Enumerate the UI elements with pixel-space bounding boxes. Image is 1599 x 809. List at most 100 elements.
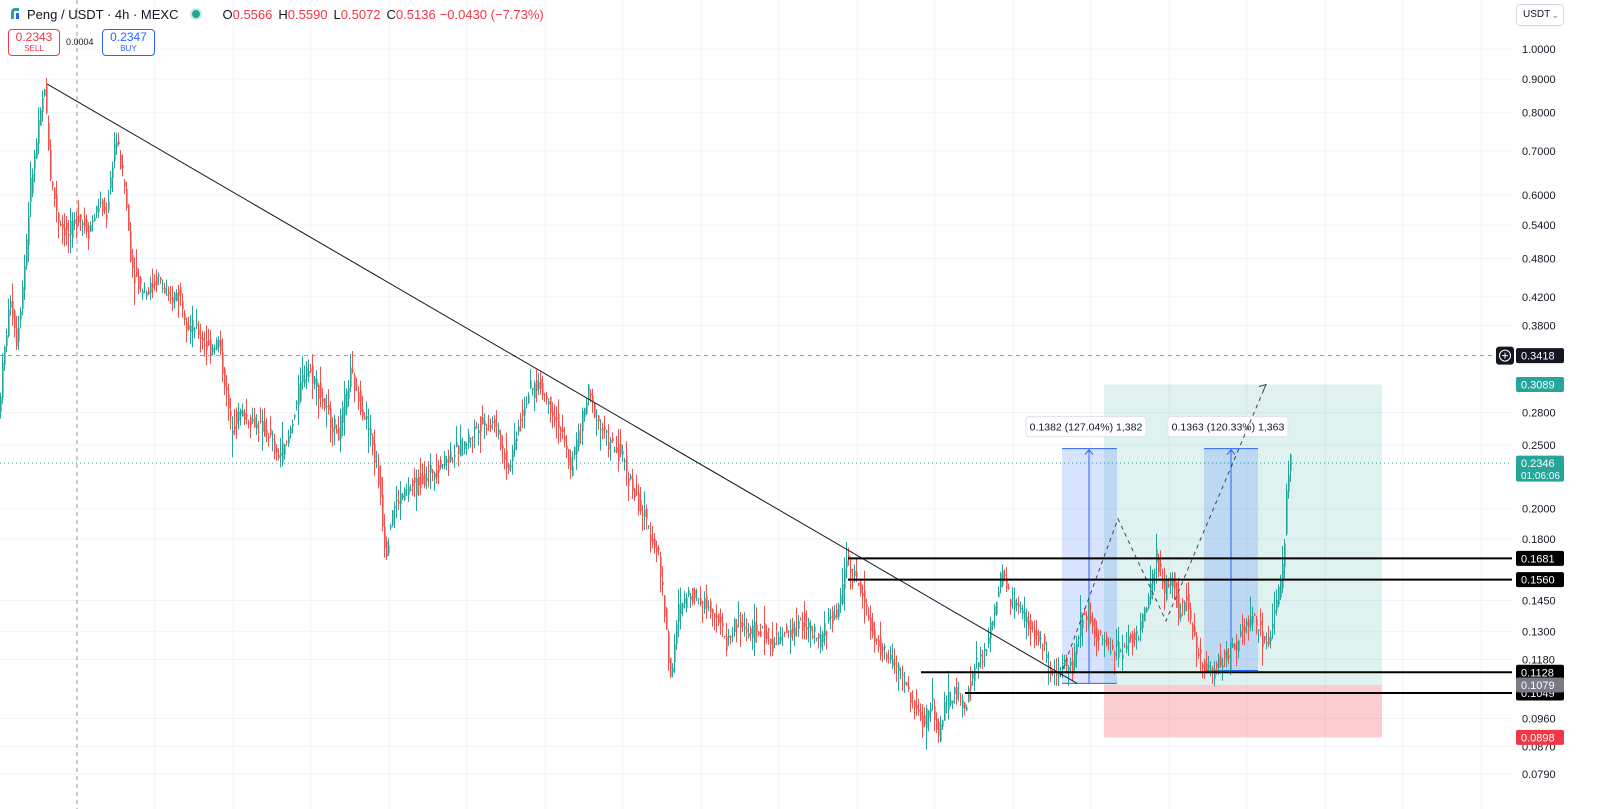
candle-body — [820, 634, 822, 648]
candle-body — [336, 429, 338, 434]
candle-body — [82, 222, 84, 226]
candle-body — [814, 626, 816, 632]
candle-body — [6, 335, 8, 347]
candle-body — [1088, 609, 1090, 618]
candle-body — [976, 657, 978, 661]
candle-body — [682, 603, 684, 609]
candle-body — [164, 287, 166, 294]
candle-body — [430, 464, 432, 473]
candle-body — [410, 489, 412, 491]
candle-body — [270, 428, 272, 436]
candle-body — [24, 265, 26, 291]
candle-body — [634, 488, 636, 498]
price-tick-label: 1.0000 — [1522, 44, 1556, 56]
candle-body — [676, 624, 678, 645]
candle-body — [946, 699, 948, 701]
candle-body — [532, 388, 534, 390]
candle-body — [370, 428, 372, 435]
candle-body — [1274, 610, 1276, 614]
candle-body — [662, 581, 664, 585]
candle-body — [272, 439, 274, 441]
candle-body — [734, 618, 736, 633]
range-arrow-icon — [1084, 448, 1094, 455]
price-tick-label: 0.1300 — [1522, 627, 1556, 639]
candle-body — [474, 426, 476, 431]
candle-body — [1124, 646, 1126, 648]
range-label-box — [1167, 416, 1289, 438]
candle-body — [1034, 629, 1036, 640]
add-alert-icon[interactable] — [1496, 346, 1514, 365]
candle-body — [140, 277, 142, 284]
candle-body — [990, 622, 992, 639]
candle-body — [1260, 620, 1262, 626]
candle-body — [172, 296, 174, 303]
candle-body — [406, 489, 408, 491]
candle-body — [1162, 579, 1164, 585]
stop-price-label: 0.0898 — [1516, 729, 1564, 745]
candle-body — [648, 525, 650, 527]
currency-value: USDT — [1523, 9, 1551, 20]
candle-body — [1208, 664, 1210, 669]
symbol-title[interactable]: Peng / USDT · 4h · MEXC — [27, 6, 179, 22]
candle-body — [106, 214, 108, 220]
candle-body — [0, 396, 2, 412]
candle-body — [424, 473, 426, 487]
candle-body — [1032, 626, 1034, 629]
candle-body — [1202, 664, 1204, 669]
candle-body — [666, 608, 668, 630]
candle-body — [826, 632, 828, 634]
candle-body — [188, 324, 190, 330]
candle-body — [1196, 636, 1198, 648]
candle-body — [206, 341, 208, 350]
candle-body — [646, 508, 648, 520]
candle-body — [1218, 656, 1220, 669]
current-price-label-text: 0.2346 — [1521, 458, 1555, 470]
candle-body — [938, 722, 940, 736]
candle-body — [312, 365, 314, 384]
buy-button[interactable]: 0.2347 BUY — [102, 29, 155, 56]
candle-body — [642, 513, 644, 516]
candle-body — [1288, 474, 1290, 492]
candle-body — [438, 465, 440, 473]
candle-body — [14, 310, 16, 329]
candle-body — [998, 591, 1000, 597]
candle-body — [1010, 599, 1012, 606]
price-tick-label: 0.1800 — [1522, 534, 1556, 546]
candle-body — [12, 300, 14, 318]
candle-body — [184, 313, 186, 321]
candle-body — [378, 466, 380, 486]
candle-body — [686, 597, 688, 609]
candle-body — [748, 632, 750, 638]
candle-body — [866, 604, 868, 607]
exchange-logo-icon — [11, 8, 19, 19]
candle-body — [1018, 604, 1020, 608]
candle-body — [636, 492, 638, 494]
candle-body — [736, 624, 738, 629]
level-price-label-bg — [1516, 664, 1564, 680]
candle-body — [536, 380, 538, 392]
entry-price-label: 0.1079 — [1516, 677, 1564, 693]
currency-selector[interactable]: USDT ⌄ — [1516, 4, 1564, 26]
candle-body — [870, 617, 872, 632]
candle-body — [222, 352, 224, 374]
candle-body — [426, 477, 428, 482]
candle-body — [810, 625, 812, 632]
candle-body — [564, 435, 566, 442]
candle-body — [358, 392, 360, 402]
candle-body — [388, 545, 390, 554]
candle-body — [654, 538, 656, 548]
candle-body — [714, 613, 716, 618]
candle-body — [176, 292, 178, 302]
candle-body — [1038, 631, 1040, 642]
candle-body — [548, 400, 550, 405]
candle-body — [860, 581, 862, 594]
candle-body — [850, 568, 852, 573]
sell-button[interactable]: 0.2343 SELL — [8, 29, 60, 56]
candle-body — [266, 429, 268, 435]
candle-body — [794, 627, 796, 637]
level-price-label-text: 0.1128 — [1521, 667, 1554, 679]
candle-body — [874, 629, 876, 642]
candle-body — [126, 188, 128, 208]
candle-body — [604, 426, 606, 430]
